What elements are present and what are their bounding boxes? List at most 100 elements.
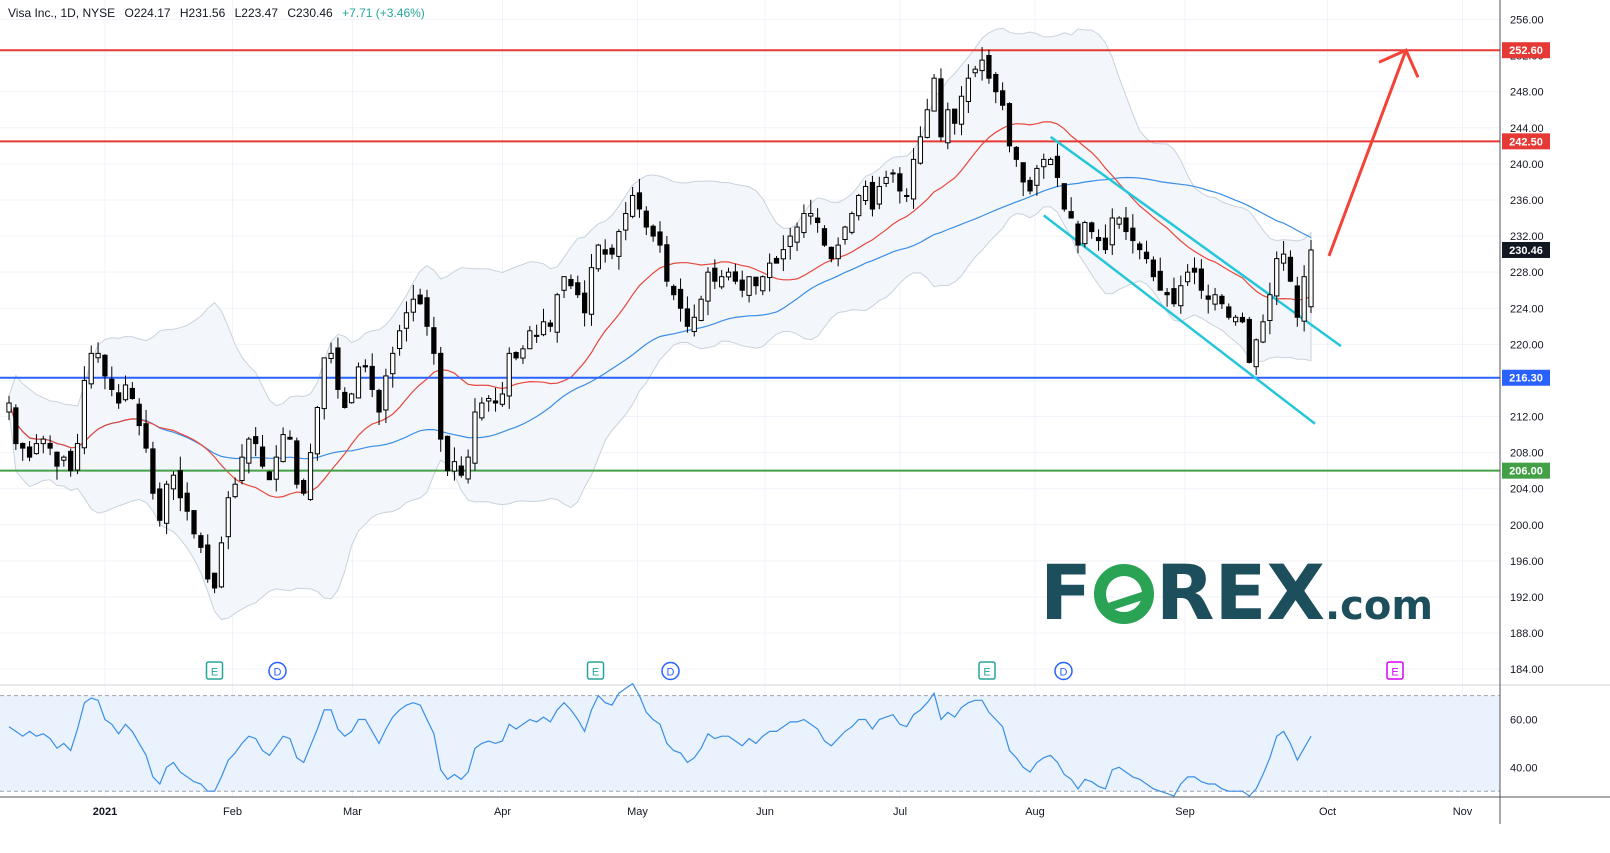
price-tick-label: 240.00 [1510,159,1544,171]
candle [40,435,46,454]
candle-body [746,276,752,296]
candle-body [184,492,190,512]
candle [1260,314,1266,344]
bollinger-fill [8,27,1312,621]
candle [116,384,122,409]
candle-body [588,267,595,315]
candle [958,86,965,136]
candle [328,342,334,364]
candle-body [465,456,471,480]
candle-body [1143,251,1150,260]
candle-body [472,411,478,464]
candle [554,292,560,343]
candle-body [122,384,129,401]
horizontal-levels [0,49,1500,472]
candle-body [1006,103,1013,147]
candle [657,221,663,253]
candle-body [677,288,684,309]
candle-body [47,442,53,449]
candle [931,74,937,112]
candle [451,447,458,481]
candle-body [1287,256,1294,282]
candle-body [157,488,163,521]
candle-body [259,446,266,467]
time-tick-label: Aug [1025,806,1045,818]
candle-body [20,443,26,449]
candle-body [657,231,663,246]
candle [1308,240,1314,314]
candle-body [904,194,910,197]
candle [993,72,999,104]
candle-body [1185,271,1191,283]
candle [540,308,547,337]
candle-body [1020,162,1026,183]
candle [739,270,745,298]
candle-body [266,471,273,481]
candle-body [575,282,581,296]
svg-text:216.30: 216.30 [1509,373,1543,385]
candle [520,345,526,364]
candle-body [1150,259,1157,278]
axes: 256.00252.00248.00244.00240.00236.00232.… [0,0,1610,824]
last-price-label: 230.46 [1502,241,1550,258]
svg-text:252.60: 252.60 [1509,45,1543,57]
candle [1219,294,1225,309]
candle-body [390,352,396,375]
time-tick-label: May [627,806,648,818]
candle [1178,275,1184,314]
candle [794,222,800,252]
candle [1137,241,1143,260]
candle [109,366,115,397]
candle-body [869,181,876,210]
candle [972,65,978,78]
candle [1232,314,1239,326]
candle-body [431,327,437,354]
candle-body [150,448,156,494]
time-tick-label: Jun [756,806,774,818]
level-label: 206.00 [1502,462,1550,479]
candle [239,444,245,485]
candle-body [1239,316,1246,323]
candle-body [383,375,389,411]
candle-body [1178,285,1184,307]
price-tick-label: 236.00 [1510,195,1544,207]
candle [1061,183,1067,212]
candle-body [842,226,848,241]
candlesticks [6,47,1314,594]
candle [253,427,259,457]
rsi-pane [0,682,1610,797]
candle-body [719,276,725,288]
candle-body [732,271,739,282]
candle [904,188,910,202]
candle [828,246,834,263]
candle-body [129,387,135,399]
candle [1082,220,1088,248]
candle [47,435,53,456]
candle-body [1226,306,1232,318]
candle [198,532,204,554]
candle [705,267,711,316]
candle-body [1102,237,1109,251]
candle [383,368,389,424]
candle-body [1116,217,1122,225]
candle-body [410,298,416,313]
candle [20,442,26,461]
candle-body [938,78,944,138]
candle [1020,162,1026,197]
candle-body [986,54,992,79]
arrow-shaft [1327,49,1408,257]
candle [390,346,396,388]
candle-body [773,257,780,264]
candle [938,68,944,142]
candle [773,256,780,264]
candle [801,204,807,238]
candle [492,387,499,412]
symbol-title[interactable]: Visa Inc., 1D, NYSE [8,6,116,20]
ma50-line [8,176,1312,460]
candle-body [664,244,670,282]
candle-body [1274,258,1280,297]
candle [1198,259,1204,299]
candle [218,536,225,589]
